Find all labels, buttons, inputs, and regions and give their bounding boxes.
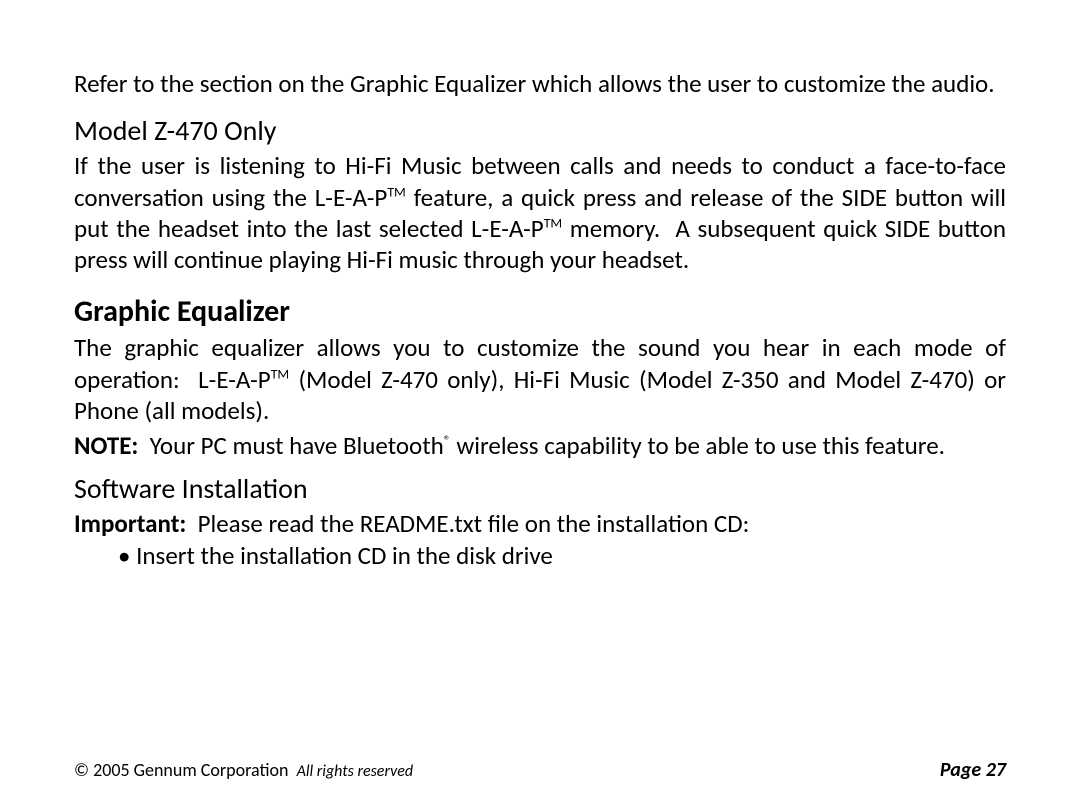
software-installation-heading: Software Installation [74,471,1006,506]
copyright-text: © 2005 Gennum Corporation [74,759,288,781]
software-bullet-1: • Insert the installation CD in the disk… [74,540,1006,571]
page-footer: © 2005 Gennum Corporation All rights res… [74,758,1006,782]
model-z470-body: If the user is listening to Hi-Fi Music … [74,150,1006,275]
graphic-equalizer-body: The graphic equalizer allows you to cust… [74,332,1006,426]
graphic-equalizer-heading: Graphic Equalizer [74,293,1006,330]
rights-text: All rights reserved [297,762,414,781]
graphic-equalizer-note: NOTE: Your PC must have Bluetooth® wirel… [74,430,1006,461]
intro-paragraph: Refer to the section on the Graphic Equa… [74,68,1006,99]
software-important-line: Important: Please read the README.txt fi… [74,508,1006,539]
page-number: Page 27 [940,758,1006,782]
footer-copyright: © 2005 Gennum Corporation All rights res… [74,759,413,781]
model-z470-heading: Model Z-470 Only [74,113,1006,148]
